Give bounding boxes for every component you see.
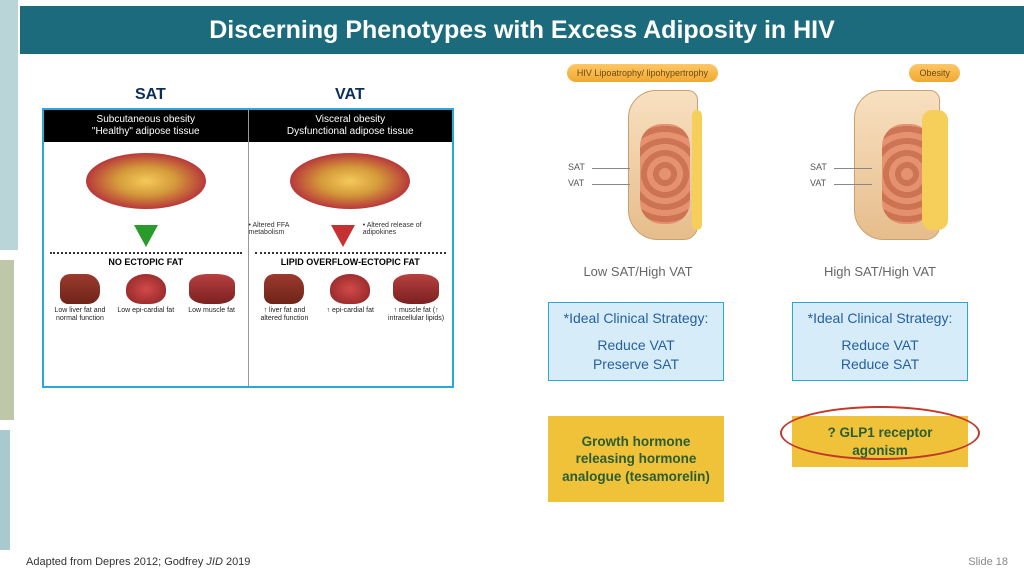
treatment-high-text: ? GLP1 receptor agonism	[827, 425, 932, 458]
ptr-vat-low: VAT	[568, 178, 584, 188]
strategy-box-low: *Ideal Clinical Strategy: Reduce VAT Pre…	[548, 302, 724, 381]
vat-note2: • Altered release of adipokines	[363, 222, 452, 250]
accent-segment-2	[0, 260, 14, 420]
ptr-sat-low: SAT	[568, 162, 585, 172]
vat-heading: VAT	[335, 86, 365, 104]
anatomy-high-sat: Obesity SAT VAT High SAT/High VAT	[790, 64, 970, 294]
citation-italic: JID	[206, 556, 223, 568]
col-header-vat-l2: Dysfunctional adipose tissue	[251, 126, 451, 138]
treatment-low-text: Growth hormone releasing hormone analogu…	[554, 433, 718, 486]
organ-muscle-vat: ↑ muscle fat (↑ intracellular lipids)	[384, 274, 448, 322]
ct-scan-vat	[249, 142, 453, 220]
organ-muscle-sat-txt: Low muscle fat	[188, 307, 235, 315]
slide-number: Slide 18	[968, 556, 1008, 568]
slide-title: Discerning Phenotypes with Excess Adipos…	[209, 16, 835, 45]
col-header-sat-l2: "Healthy" adipose tissue	[46, 126, 246, 138]
adipose-diagram: Subcutaneous obesity "Healthy" adipose t…	[42, 108, 454, 388]
anatomy-body-low: SAT VAT	[568, 90, 708, 260]
heart-icon	[330, 274, 370, 304]
citation-text: Adapted from Depres 2012; Godfrey JID 20…	[26, 556, 250, 568]
slide-title-bar: Discerning Phenotypes with Excess Adipos…	[20, 6, 1024, 54]
muscle-icon	[189, 274, 235, 304]
col-header-vat-l1: Visceral obesity	[251, 114, 451, 126]
arrow-down-red-icon	[331, 225, 355, 247]
strategy-low-title: *Ideal Clinical Strategy:	[555, 309, 717, 328]
left-accent-bar	[0, 0, 20, 576]
strategy-high-l1: Reduce VAT	[799, 336, 961, 355]
heart-icon	[126, 274, 166, 304]
organ-liver-vat: ↑ liver fat and altered function	[253, 274, 317, 322]
organ-muscle-vat-txt: ↑ muscle fat (↑ intracellular lipids)	[384, 307, 448, 322]
slide-root: Discerning Phenotypes with Excess Adipos…	[0, 0, 1024, 576]
organ-row-vat: ↑ liver fat and altered function ↑ epi-c…	[249, 270, 453, 386]
anatomy-low-sat: HIV Lipoatrophy/ lipohypertrophy SAT VAT…	[548, 64, 728, 294]
sat-heading: SAT	[135, 86, 166, 104]
organ-heart-sat-txt: Low epi-cardial fat	[117, 307, 174, 315]
strategy-high-title: *Ideal Clinical Strategy:	[799, 309, 961, 328]
anatomy-body-high: SAT VAT	[810, 90, 950, 260]
organ-liver-sat-txt: Low liver fat and normal function	[48, 307, 112, 322]
arrow-row-sat	[44, 220, 248, 252]
sat-layer-thin	[692, 110, 702, 230]
strategy-low-l2: Preserve SAT	[555, 355, 717, 374]
anatomy-badge-high: Obesity	[909, 64, 960, 82]
ectopic-label-sat: NO ECTOPIC FAT	[44, 254, 248, 270]
col-header-vat: Visceral obesity Dysfunctional adipose t…	[249, 110, 453, 142]
organ-liver-vat-txt: ↑ liver fat and altered function	[253, 307, 317, 322]
organ-liver-sat: Low liver fat and normal function	[48, 274, 112, 322]
ptr-sat-high: SAT	[810, 162, 827, 172]
ptr-vat-high: VAT	[810, 178, 826, 188]
diagram-col-sat: Subcutaneous obesity "Healthy" adipose t…	[44, 110, 249, 386]
citation-suffix: 2019	[223, 556, 251, 568]
strategy-box-high: *Ideal Clinical Strategy: Reduce VAT Red…	[792, 302, 968, 381]
col-header-sat: Subcutaneous obesity "Healthy" adipose t…	[44, 110, 248, 142]
viscera-shape	[640, 124, 690, 224]
anatomy-caption-low: Low SAT/High VAT	[548, 264, 728, 279]
organ-heart-vat-txt: ↑ epi-cardial fat	[327, 307, 374, 315]
arrow-down-green-icon	[134, 225, 158, 247]
liver-icon	[60, 274, 100, 304]
muscle-icon	[393, 274, 439, 304]
strategy-low-l1: Reduce VAT	[555, 336, 717, 355]
col-header-sat-l1: Subcutaneous obesity	[46, 114, 246, 126]
anatomy-caption-high: High SAT/High VAT	[790, 264, 970, 279]
liver-icon	[264, 274, 304, 304]
organ-heart-sat: Low epi-cardial fat	[114, 274, 178, 315]
accent-segment-1	[0, 0, 18, 250]
sat-layer-thick	[922, 110, 948, 230]
strategy-high-l2: Reduce SAT	[799, 355, 961, 374]
organ-muscle-sat: Low muscle fat	[180, 274, 244, 315]
ectopic-label-vat: LIPID OVERFLOW-ECTOPIC FAT	[249, 254, 453, 270]
diagram-col-vat: Visceral obesity Dysfunctional adipose t…	[249, 110, 453, 386]
organ-heart-vat: ↑ epi-cardial fat	[318, 274, 382, 315]
ct-image-sat	[86, 153, 206, 209]
treatment-box-low: Growth hormone releasing hormone analogu…	[548, 416, 724, 502]
arrow-row-vat: • Altered FFA metabolism • Altered relea…	[249, 220, 453, 252]
vat-note1: • Altered FFA metabolism	[249, 222, 323, 250]
ct-scan-sat	[44, 142, 248, 220]
vat-notes: • Altered FFA metabolism • Altered relea…	[249, 222, 453, 250]
anatomy-badge-low: HIV Lipoatrophy/ lipohypertrophy	[567, 64, 718, 82]
organ-row-sat: Low liver fat and normal function Low ep…	[44, 270, 248, 386]
accent-segment-3	[0, 430, 10, 550]
citation-prefix: Adapted from Depres 2012; Godfrey	[26, 556, 206, 568]
treatment-box-high: ? GLP1 receptor agonism	[792, 416, 968, 467]
ct-image-vat	[290, 153, 410, 209]
